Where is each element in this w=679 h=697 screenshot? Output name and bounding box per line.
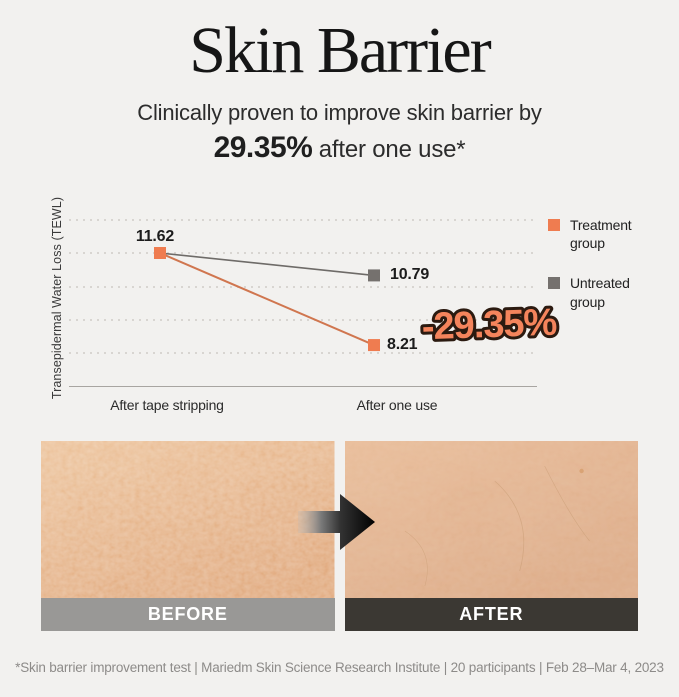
before-panel: BEFORE xyxy=(41,441,335,631)
percent-change-text: -29.35% xyxy=(421,302,557,349)
subtitle-percentage: 29.35% xyxy=(213,131,313,164)
after-skin-image xyxy=(344,441,638,598)
right-arrow-icon xyxy=(298,494,375,550)
percent-change-annotation: -29.35% xyxy=(418,299,560,352)
gridline xyxy=(69,286,537,288)
gridline xyxy=(69,352,537,354)
untreated-swatch-icon xyxy=(548,277,560,290)
chart-line-treatment xyxy=(159,252,375,346)
after-panel: AFTER xyxy=(344,441,638,631)
data-label-treatment: 8.21 xyxy=(387,336,418,353)
chart-marker xyxy=(368,339,380,352)
tewl-line-chart: Transepidermal Water Loss (TEWL) 11.62 1… xyxy=(0,197,679,418)
page-title: Skin Barrier xyxy=(189,14,491,87)
treatment-swatch-icon xyxy=(548,219,560,231)
legend-label-untreated: Untreated group xyxy=(570,275,630,310)
after-label-bar: AFTER xyxy=(344,598,638,631)
after-label: AFTER xyxy=(459,604,524,624)
x-tick-after-tape-stripping: After tape stripping xyxy=(110,397,224,413)
subtitle-line1: Clinically proven to improve skin barrie… xyxy=(137,100,542,125)
data-label-untreated: 10.79 xyxy=(390,266,430,283)
chart-marker xyxy=(368,269,380,282)
gridline xyxy=(69,319,537,321)
before-label: BEFORE xyxy=(147,604,228,624)
chart-line-untreated xyxy=(159,252,375,277)
chart-legend: Treatment group Untreated group xyxy=(548,216,642,311)
chart-series-canvas xyxy=(154,247,380,352)
legend-item-untreated: Untreated group xyxy=(548,274,642,310)
legend-item-treatment: Treatment group xyxy=(548,216,642,252)
data-label-start: 11.62 xyxy=(135,228,175,245)
subtitle-line2: 29.35% after one use* xyxy=(0,131,679,165)
fine-lines xyxy=(404,465,590,587)
before-after-comparison: BEFORE xyxy=(41,441,638,631)
subtitle-rest: after one use* xyxy=(312,136,466,163)
before-label-bar: BEFORE xyxy=(41,598,335,631)
x-axis-line xyxy=(69,386,537,387)
before-skin-image xyxy=(41,441,335,598)
gridline xyxy=(69,252,537,254)
x-tick-after-one-use: After one use xyxy=(356,397,438,413)
legend-label-treatment: Treatment group xyxy=(570,217,632,252)
chart-marker xyxy=(154,247,166,259)
footnote: *Skin barrier improvement test | Mariedm… xyxy=(15,660,664,675)
gridline xyxy=(69,219,537,221)
marketing-infographic: Skin Barrier Clinically proven to improv… xyxy=(0,18,679,697)
